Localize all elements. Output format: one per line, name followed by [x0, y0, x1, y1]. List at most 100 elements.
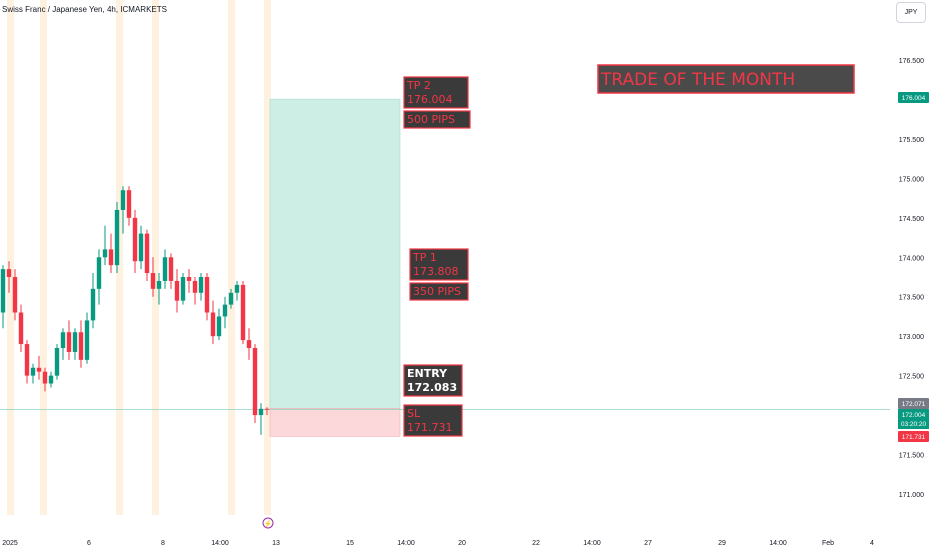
- currency-badge[interactable]: JPY: [896, 2, 926, 23]
- candle: [192, 277, 198, 305]
- x-tick-label: 4: [870, 540, 874, 547]
- current-price-tag-bg: [898, 409, 929, 429]
- loss-zone: [269, 408, 401, 437]
- x-tick-label: 14:00: [583, 540, 601, 547]
- last-price-tag: 172.071: [898, 398, 929, 409]
- candle-body: [216, 316, 222, 337]
- y-tick-label: 171.500: [899, 453, 924, 460]
- candle: [48, 371, 54, 388]
- candle-body: [36, 367, 42, 372]
- candle: [24, 340, 30, 384]
- tp1-label-text: TP 1: [412, 251, 437, 264]
- candle-body: [96, 257, 102, 289]
- candle-body: [54, 348, 60, 376]
- candle-body: [144, 233, 150, 274]
- tp2-label-text: 176.004: [407, 93, 453, 106]
- candle-body: [102, 249, 108, 258]
- tp1-pips-label-bg: [409, 282, 469, 301]
- entry-label-text: ENTRY: [407, 367, 448, 380]
- candle: [102, 225, 108, 266]
- x-tick-label: 13: [272, 540, 280, 547]
- x-tick-label: 20: [458, 540, 466, 547]
- candle-body: [120, 190, 126, 210]
- symbol-title[interactable]: Swiss Franc / Japanese Yen, 4h, ICMARKET…: [2, 5, 167, 14]
- candle-body: [30, 367, 36, 376]
- candle: [174, 269, 180, 313]
- tp2-pips-label-text: 500 PIPS: [407, 113, 455, 126]
- candle: [216, 308, 222, 341]
- candle-body: [24, 344, 30, 376]
- x-tick-label: 14:00: [769, 540, 787, 547]
- tp1-label-text: 173.808: [413, 265, 459, 278]
- sl-price-tag-text: 171.731: [902, 434, 926, 441]
- candle-body: [150, 273, 156, 289]
- candle-body: [210, 312, 216, 337]
- candle-body: [204, 277, 210, 313]
- sl-label-bg: [403, 404, 463, 437]
- x-tick-label: 8: [161, 540, 165, 547]
- candle: [204, 273, 210, 321]
- y-tick-label: 172.500: [899, 374, 924, 381]
- candle: [234, 280, 240, 301]
- sl-label-text: SL: [407, 407, 421, 420]
- y-tick-label: 171.000: [899, 492, 924, 499]
- session-band: [228, 0, 235, 515]
- x-tick-label: 2025: [2, 540, 18, 547]
- candle: [84, 312, 90, 364]
- candle: [18, 304, 24, 352]
- session-band: [7, 0, 14, 515]
- x-tick-label: 6: [87, 540, 91, 547]
- last-price-tag-bg: [898, 398, 929, 409]
- candle: [126, 186, 132, 226]
- candle: [228, 288, 234, 309]
- y-tick-label: 173.000: [899, 334, 924, 341]
- candle: [120, 186, 126, 234]
- session-band: [152, 0, 159, 515]
- candle: [54, 344, 60, 380]
- candle-body: [72, 332, 78, 352]
- session-band: [40, 0, 47, 515]
- candle: [30, 363, 36, 384]
- candle: [162, 249, 168, 289]
- candle-body: [186, 277, 192, 281]
- candle: [222, 296, 228, 329]
- tp2-pips-label: 500 PIPS: [403, 110, 471, 129]
- candle-body: [114, 209, 120, 266]
- candle: [246, 328, 252, 360]
- candle-body: [168, 257, 174, 281]
- candle-body: [84, 320, 90, 360]
- candle-body: [240, 284, 246, 341]
- candle-body: [78, 332, 84, 360]
- sl-price-tag-bg: [898, 431, 929, 442]
- candle: [78, 320, 84, 368]
- candle: [186, 269, 192, 293]
- tp1-label-bg: [409, 248, 469, 281]
- candle: [114, 202, 120, 274]
- candle: [0, 265, 6, 329]
- headline-box: TRADE OF THE MONTH: [597, 64, 855, 94]
- candle-body: [66, 332, 72, 352]
- tp2-label-bg: [403, 76, 469, 109]
- candle: [90, 273, 96, 329]
- candle: [144, 229, 150, 281]
- sl-label-text: 171.731: [407, 421, 453, 434]
- candle-body: [156, 280, 162, 289]
- sl-price-tag: 171.731: [898, 431, 929, 442]
- tp2-price-tag-text: 176.004: [902, 95, 926, 102]
- y-tick-label: 174.500: [899, 216, 924, 223]
- candle-body: [258, 408, 264, 416]
- candle: [60, 328, 66, 360]
- tp2-price-tag-bg: [898, 92, 929, 103]
- candle: [36, 355, 42, 380]
- profit-zone: [269, 98, 401, 409]
- current-price-text: 172.004: [902, 412, 926, 419]
- candle: [240, 280, 246, 345]
- headline-text: TRADE OF THE MONTH: [600, 70, 795, 90]
- candle-body: [90, 288, 96, 321]
- y-tick-label: 176.500: [899, 58, 924, 65]
